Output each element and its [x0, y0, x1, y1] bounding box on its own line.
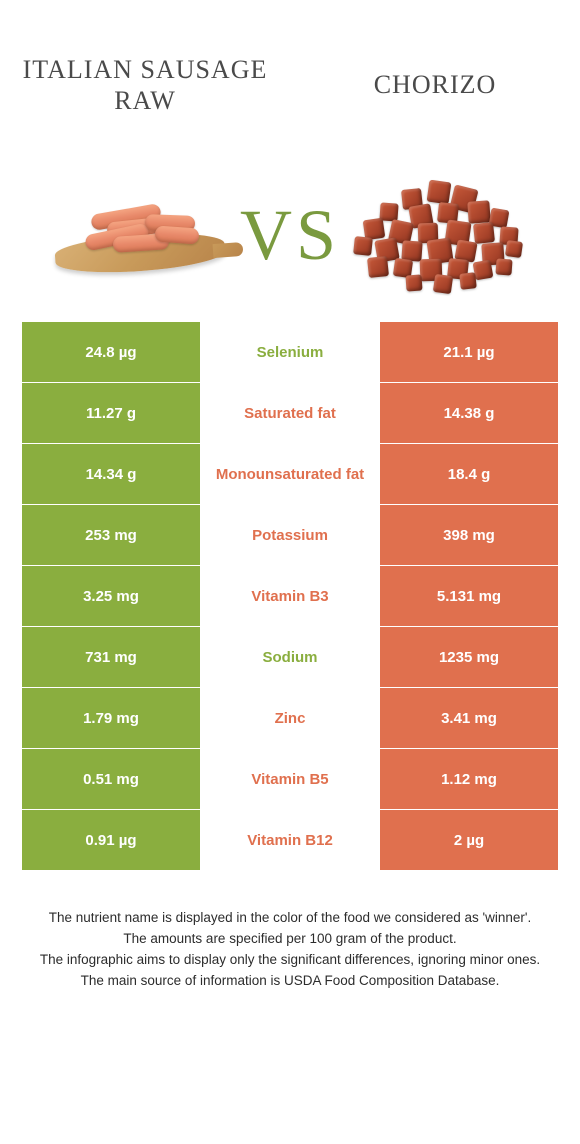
right-value: 1235 mg: [380, 627, 558, 687]
right-value: 3.41 mg: [380, 688, 558, 748]
table-row: 3.25 mgVitamin B35.131 mg: [22, 566, 558, 626]
left-value: 253 mg: [22, 505, 200, 565]
nutrient-label: Zinc: [200, 688, 380, 748]
vs-label: VS: [236, 199, 344, 271]
left-value: 1.79 mg: [22, 688, 200, 748]
nutrient-label: Vitamin B3: [200, 566, 380, 626]
footer-notes: The nutrient name is displayed in the co…: [28, 908, 552, 992]
header: Italian Sausage Raw Chorizo: [0, 0, 580, 160]
right-value: 2 µg: [380, 810, 558, 870]
left-value: 0.51 mg: [22, 749, 200, 809]
footer-line: The nutrient name is displayed in the co…: [28, 908, 552, 929]
table-row: 1.79 mgZinc3.41 mg: [22, 688, 558, 748]
left-value: 0.91 µg: [22, 810, 200, 870]
left-value: 731 mg: [22, 627, 200, 687]
right-food-image: [350, 175, 530, 295]
right-value: 18.4 g: [380, 444, 558, 504]
right-value: 1.12 mg: [380, 749, 558, 809]
table-row: 24.8 µgSelenium21.1 µg: [22, 322, 558, 382]
left-value: 3.25 mg: [22, 566, 200, 626]
nutrient-label: Monounsaturated fat: [200, 444, 380, 504]
vs-row: VS: [0, 160, 580, 310]
table-row: 11.27 gSaturated fat14.38 g: [22, 383, 558, 443]
right-food-title: Chorizo: [290, 69, 580, 100]
nutrient-label: Vitamin B12: [200, 810, 380, 870]
nutrient-label: Vitamin B5: [200, 749, 380, 809]
nutrient-label: Potassium: [200, 505, 380, 565]
left-value: 11.27 g: [22, 383, 200, 443]
right-value: 398 mg: [380, 505, 558, 565]
left-value: 14.34 g: [22, 444, 200, 504]
right-value: 5.131 mg: [380, 566, 558, 626]
left-value: 24.8 µg: [22, 322, 200, 382]
right-value: 21.1 µg: [380, 322, 558, 382]
footer-line: The infographic aims to display only the…: [28, 950, 552, 971]
comparison-table: 24.8 µgSelenium21.1 µg11.27 gSaturated f…: [22, 322, 558, 870]
nutrient-label: Saturated fat: [200, 383, 380, 443]
footer-line: The main source of information is USDA F…: [28, 971, 552, 992]
chorizo-icon: [350, 175, 530, 295]
left-food-title: Italian Sausage Raw: [0, 54, 290, 116]
right-value: 14.38 g: [380, 383, 558, 443]
table-row: 731 mgSodium1235 mg: [22, 627, 558, 687]
table-row: 253 mgPotassium398 mg: [22, 505, 558, 565]
footer-line: The amounts are specified per 100 gram o…: [28, 929, 552, 950]
nutrient-label: Sodium: [200, 627, 380, 687]
nutrient-label: Selenium: [200, 322, 380, 382]
table-row: 0.51 mgVitamin B51.12 mg: [22, 749, 558, 809]
table-row: 14.34 gMonounsaturated fat18.4 g: [22, 444, 558, 504]
table-row: 0.91 µgVitamin B122 µg: [22, 810, 558, 870]
left-food-image: [50, 175, 230, 295]
italian-sausage-icon: [55, 195, 225, 275]
